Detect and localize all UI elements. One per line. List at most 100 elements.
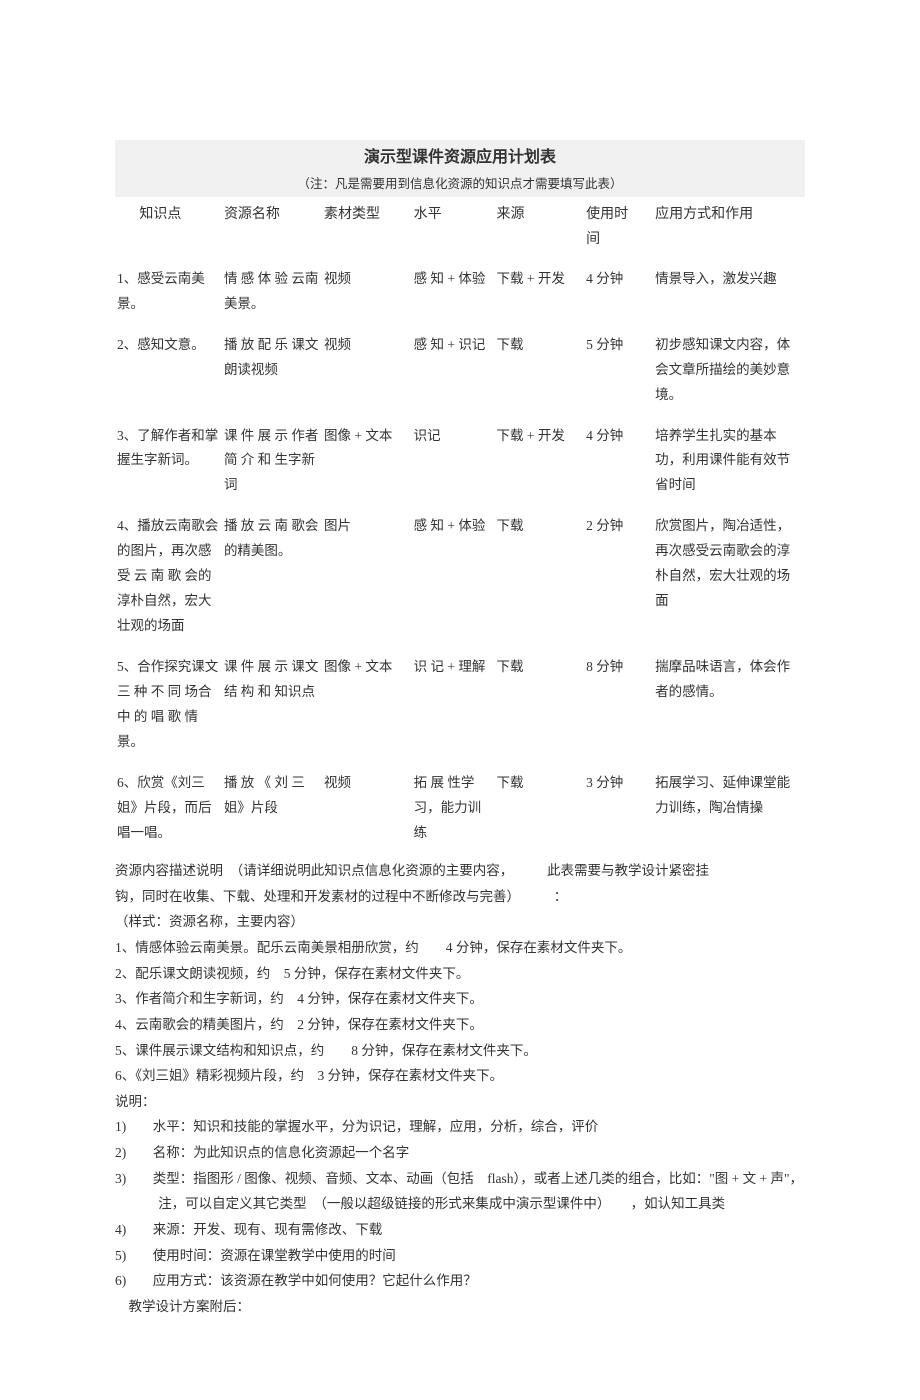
cell-use: 初步感知课文内容，体会文章所描绘的美妙意境。 <box>653 329 805 420</box>
explain-head: 说明： <box>115 1089 805 1115</box>
explain-num: 1) <box>115 1114 139 1140</box>
cell-level: 识记 <box>412 420 495 511</box>
desc-item: 5、课件展示课文结构和知识点，约 8 分钟，保存在素材文件夹下。 <box>115 1038 805 1064</box>
table-header: 知识点 资源名称 素材类型 水平 来源 使用时 间 应用方式和作用 <box>115 197 805 262</box>
cell-kp: 3、了解作者和掌握生字新词。 <box>115 420 222 511</box>
explain-num: 6) <box>115 1268 139 1294</box>
explain-num: 4) <box>115 1217 139 1243</box>
explain-num: 2) <box>115 1140 139 1166</box>
cell-level: 识 记 + 理解 <box>412 651 495 767</box>
cell-src: 下载 <box>494 767 584 858</box>
table-body: 1、感受云南美景。情 感 体 验 云南美景。视频感 知 + 体验下载 + 开发4… <box>115 263 805 858</box>
page-title: 演示型课件资源应用计划表 <box>115 144 805 173</box>
desc-intro-line2: 钩，同时在收集、下载、处理和开发素材的过程中不断修改与完善） ： <box>115 884 805 910</box>
cell-use: 培养学生扎实的基本功，利用课件能有效节省时间 <box>653 420 805 511</box>
cell-type: 视频 <box>322 263 412 329</box>
table-row: 4、播放云南歌会的图片，再次感 受 云 南 歌 会的淳朴自然，宏大壮观的场面播 … <box>115 510 805 651</box>
explain-text: 应用方式：该资源在教学中如何使用？它起什么作用？ <box>139 1273 477 1288</box>
col-level: 水平 <box>412 197 495 262</box>
col-duration-l1: 使用时 <box>586 207 628 222</box>
col-usage: 应用方式和作用 <box>653 197 805 262</box>
cell-type: 图片 <box>322 510 412 651</box>
col-source: 来源 <box>494 197 584 262</box>
title-block: 演示型课件资源应用计划表 （注：凡是需要用到信息化资源的知识点才需要填写此表） <box>115 140 805 197</box>
table-row: 5、合作探究课文 三 种 不 同 场合 中 的 唱 歌 情景。课 件 展 示 课… <box>115 651 805 767</box>
cell-level: 感 知 + 体验 <box>412 510 495 651</box>
cell-kp: 2、感知文意。 <box>115 329 222 420</box>
description-block: 资源内容描述说明 （请详细说明此知识点信息化资源的主要内容， 此表需要与教学设计… <box>115 858 805 1320</box>
desc-item: 3、作者简介和生字新词，约 4 分钟，保存在素材文件夹下。 <box>115 986 805 1012</box>
col-duration: 使用时 间 <box>584 197 653 262</box>
explain-item: 1) 水平：知识和技能的掌握水平，分为识记，理解，应用，分析，综合，评价 <box>115 1114 805 1140</box>
explain-text: 来源：开发、现有、现有需修改、下载 <box>139 1222 382 1237</box>
desc-item: 1、情感体验云南美景。配乐云南美景相册欣赏，约 4 分钟，保存在素材文件夹下。 <box>115 935 805 961</box>
col-duration-l2: 间 <box>586 232 600 247</box>
cell-src: 下载 <box>494 510 584 651</box>
explain-item: 4) 来源：开发、现有、现有需修改、下载 <box>115 1217 805 1243</box>
explain-num: 5) <box>115 1243 139 1269</box>
resource-table: 知识点 资源名称 素材类型 水平 来源 使用时 间 应用方式和作用 1、感受云南… <box>115 197 805 858</box>
explain-text: 水平：知识和技能的掌握水平，分为识记，理解，应用，分析，综合，评价 <box>139 1119 598 1134</box>
cell-name: 播 放 《 刘 三姐》片段 <box>222 767 322 858</box>
desc-intro-line1: 资源内容描述说明 （请详细说明此知识点信息化资源的主要内容， 此表需要与教学设计… <box>115 858 805 884</box>
cell-src: 下载 <box>494 329 584 420</box>
explain-list: 1) 水平：知识和技能的掌握水平，分为识记，理解，应用，分析，综合，评价2) 名… <box>115 1114 805 1293</box>
desc-item: 4、云南歌会的精美图片，约 2 分钟，保存在素材文件夹下。 <box>115 1012 805 1038</box>
desc-sample: （样式：资源名称，主要内容） <box>115 909 805 935</box>
cell-type: 图像 + 文本 <box>322 651 412 767</box>
explain-item: 2) 名称：为此知识点的信息化资源起一个名字 <box>115 1140 805 1166</box>
desc-intro-a: 资源内容描述说明 （请详细说明此知识点信息化资源的主要内容， <box>115 863 513 878</box>
cell-kp: 6、欣赏《刘三姐》片段，而后唱一唱。 <box>115 767 222 858</box>
cell-name: 课 件 展 示 作者 简 介 和 生字新词 <box>222 420 322 511</box>
col-knowledge: 知识点 <box>115 197 222 262</box>
table-row: 3、了解作者和掌握生字新词。课 件 展 示 作者 简 介 和 生字新词图像 + … <box>115 420 805 511</box>
page-subtitle: （注：凡是需要用到信息化资源的知识点才需要填写此表） <box>115 173 805 196</box>
desc-intro-b: 此表需要与教学设计紧密挂 <box>547 863 709 878</box>
table-row: 2、感知文意。播 放 配 乐 课文朗读视频视频感 知 + 识记下载5 分钟初步感… <box>115 329 805 420</box>
desc-item: 6、《刘三姐》精彩视频片段，约 3 分钟，保存在素材文件夹下。 <box>115 1063 805 1089</box>
cell-kp: 5、合作探究课文 三 种 不 同 场合 中 的 唱 歌 情景。 <box>115 651 222 767</box>
explain-text: 类型：指图形 / 图像、视频、音频、文本、动画（包括 flash），或者上述几类… <box>139 1171 803 1212</box>
cell-type: 图像 + 文本 <box>322 420 412 511</box>
cell-time: 8 分钟 <box>584 651 653 767</box>
table-row: 6、欣赏《刘三姐》片段，而后唱一唱。播 放 《 刘 三姐》片段视频拓 展 性学习… <box>115 767 805 858</box>
cell-use: 情景导入，激发兴趣 <box>653 263 805 329</box>
col-material-type: 素材类型 <box>322 197 412 262</box>
cell-use: 拓展学习、延伸课堂能力训练，陶冶情操 <box>653 767 805 858</box>
cell-time: 3 分钟 <box>584 767 653 858</box>
cell-kp: 1、感受云南美景。 <box>115 263 222 329</box>
cell-type: 视频 <box>322 329 412 420</box>
desc-item: 2、配乐课文朗读视频，约 5 分钟，保存在素材文件夹下。 <box>115 961 805 987</box>
document-page: 演示型课件资源应用计划表 （注：凡是需要用到信息化资源的知识点才需要填写此表） … <box>0 0 920 1400</box>
footer-line: 教学设计方案附后： <box>115 1294 805 1320</box>
col-resource-name: 资源名称 <box>222 197 322 262</box>
cell-name: 播 放 云 南 歌会的精美图。 <box>222 510 322 651</box>
cell-time: 5 分钟 <box>584 329 653 420</box>
cell-src: 下载 + 开发 <box>494 263 584 329</box>
table-row: 1、感受云南美景。情 感 体 验 云南美景。视频感 知 + 体验下载 + 开发4… <box>115 263 805 329</box>
cell-use: 揣摩品味语言，体会作者的感情。 <box>653 651 805 767</box>
cell-src: 下载 + 开发 <box>494 420 584 511</box>
cell-time: 4 分钟 <box>584 420 653 511</box>
cell-name: 情 感 体 验 云南美景。 <box>222 263 322 329</box>
explain-text: 使用时间：资源在课堂教学中使用的时间 <box>139 1248 396 1263</box>
cell-level: 感 知 + 体验 <box>412 263 495 329</box>
desc-intro-d: ： <box>554 889 568 904</box>
explain-item: 5) 使用时间：资源在课堂教学中使用的时间 <box>115 1243 805 1269</box>
cell-level: 拓 展 性学习，能力训练 <box>412 767 495 858</box>
cell-time: 2 分钟 <box>584 510 653 651</box>
explain-text: 名称：为此知识点的信息化资源起一个名字 <box>139 1145 409 1160</box>
explain-item: 3) 类型：指图形 / 图像、视频、音频、文本、动画（包括 flash），或者上… <box>115 1166 805 1217</box>
cell-kp: 4、播放云南歌会的图片，再次感 受 云 南 歌 会的淳朴自然，宏大壮观的场面 <box>115 510 222 651</box>
desc-items: 1、情感体验云南美景。配乐云南美景相册欣赏，约 4 分钟，保存在素材文件夹下。2… <box>115 935 805 1089</box>
cell-time: 4 分钟 <box>584 263 653 329</box>
cell-use: 欣赏图片，陶冶适性，再次感受云南歌会的淳朴自然，宏大壮观的场面 <box>653 510 805 651</box>
cell-src: 下载 <box>494 651 584 767</box>
explain-item: 6) 应用方式：该资源在教学中如何使用？它起什么作用？ <box>115 1268 805 1294</box>
cell-name: 播 放 配 乐 课文朗读视频 <box>222 329 322 420</box>
cell-type: 视频 <box>322 767 412 858</box>
desc-intro-c: 钩，同时在收集、下载、处理和开发素材的过程中不断修改与完善） <box>115 889 520 904</box>
explain-num: 3) <box>115 1166 139 1192</box>
cell-level: 感 知 + 识记 <box>412 329 495 420</box>
cell-name: 课 件 展 示 课文 结 构 和 知识点 <box>222 651 322 767</box>
